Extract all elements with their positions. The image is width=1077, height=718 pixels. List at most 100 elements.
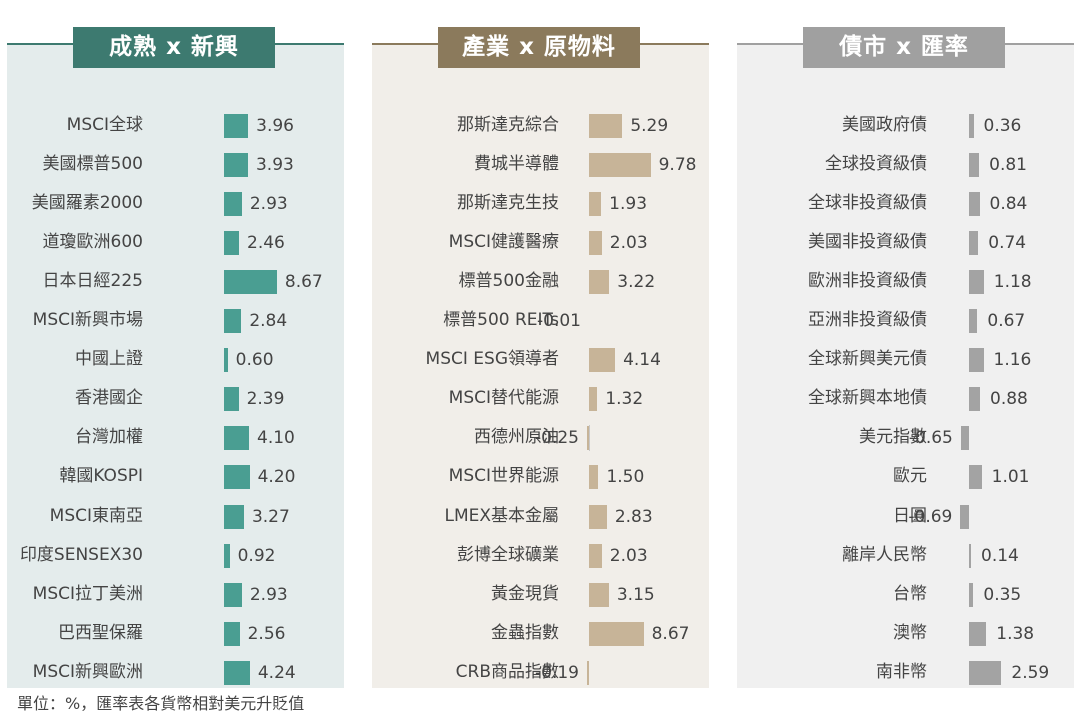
category-label: 全球非投資級債 bbox=[808, 193, 927, 214]
value-label: 0.36 bbox=[983, 116, 1022, 136]
bar bbox=[969, 348, 984, 373]
bar-row: 全球投資級債 0.81 bbox=[737, 145, 1074, 184]
value-label: 0.92 bbox=[237, 545, 276, 566]
bar bbox=[589, 465, 599, 490]
category-label: MSCI新興歐洲 bbox=[32, 661, 143, 682]
bar-row: LMEX基本金屬 2.83 bbox=[372, 497, 709, 536]
bar bbox=[969, 543, 971, 568]
bar bbox=[589, 153, 651, 178]
panel-background bbox=[372, 45, 709, 688]
value-label: 2.03 bbox=[609, 233, 648, 254]
value-label: 1.18 bbox=[993, 272, 1032, 293]
category-label: 亞洲非投資級債 bbox=[808, 310, 927, 331]
panel-title: 成熟 x 新興 bbox=[73, 27, 275, 68]
category-label: 全球新興美元債 bbox=[808, 349, 927, 370]
bar-row: 澳幣 1.38 bbox=[737, 614, 1074, 653]
panel-background bbox=[7, 45, 344, 688]
category-label: 金蟲指數 bbox=[491, 622, 559, 643]
bar bbox=[969, 660, 1002, 685]
value-label: 3.93 bbox=[255, 155, 294, 176]
bar bbox=[969, 153, 980, 178]
bar bbox=[224, 348, 228, 373]
value-label: 0.84 bbox=[989, 194, 1028, 215]
bar-row: 費城半導體 9.78 bbox=[372, 145, 709, 184]
bar-row: 巴西聖保羅 2.56 bbox=[7, 614, 344, 653]
value-label: 1.93 bbox=[609, 194, 648, 215]
value-label: 2.84 bbox=[249, 311, 288, 332]
category-label: 費城半導體 bbox=[474, 154, 559, 175]
bar bbox=[224, 270, 277, 295]
bar-row: MSCI新興市場 2.84 bbox=[7, 301, 344, 340]
category-label: 彭博全球礦業 bbox=[457, 544, 559, 565]
bar-row: CRB商品指數 -0.19 bbox=[372, 653, 709, 692]
value-label: 2.93 bbox=[249, 194, 288, 215]
category-label: 澳幣 bbox=[893, 622, 927, 643]
bar-row: 西德州原油 -0.25 bbox=[372, 418, 709, 457]
value-label: 0.67 bbox=[987, 311, 1026, 332]
bar bbox=[969, 387, 980, 412]
value-label: 3.27 bbox=[251, 506, 290, 527]
value-label: 1.16 bbox=[993, 350, 1032, 371]
bar-row: MSCI健護醫療 2.03 bbox=[372, 223, 709, 262]
value-label: 1.38 bbox=[996, 623, 1035, 644]
bar bbox=[224, 426, 249, 451]
category-label: MSCI拉丁美洲 bbox=[32, 583, 143, 604]
panel-bond-fx: 債市 x 匯率 美國政府債 0.36 全球投資級債 0.81 全球非投資級債 0.84 美國… bbox=[737, 27, 1074, 688]
bar bbox=[224, 465, 250, 490]
value-label: -0.69 bbox=[908, 506, 953, 527]
bar bbox=[224, 543, 230, 568]
value-label: 2.83 bbox=[614, 506, 653, 527]
bar-row: 韓國KOSPI 4.20 bbox=[7, 457, 344, 496]
category-label: LMEX基本金屬 bbox=[444, 505, 559, 526]
bar bbox=[587, 660, 589, 685]
bar-row: 美國標普500 3.93 bbox=[7, 145, 344, 184]
category-label: 離岸人民幣 bbox=[842, 544, 927, 565]
value-label: -0.01 bbox=[537, 311, 581, 332]
bar-row: 美國非投資級債 0.74 bbox=[737, 223, 1074, 262]
value-label: 4.14 bbox=[623, 350, 661, 371]
category-label: MSCI東南亞 bbox=[49, 505, 143, 526]
bar-row: MSCI東南亞 3.27 bbox=[7, 497, 344, 536]
bar-row: 標普500金融 3.22 bbox=[372, 262, 709, 301]
value-label: 2.93 bbox=[249, 584, 288, 605]
value-label: 0.35 bbox=[983, 584, 1022, 605]
category-label: MSCI ESG領導者 bbox=[425, 349, 559, 370]
category-label: CRB商品指數 bbox=[455, 661, 559, 682]
value-label: 9.78 bbox=[658, 155, 697, 176]
bar-row: 道瓊歐洲600 2.46 bbox=[7, 223, 344, 262]
bar-row: 全球新興美元債 1.16 bbox=[737, 340, 1074, 379]
bar-row: 金蟲指數 8.67 bbox=[372, 614, 709, 653]
bar bbox=[224, 114, 249, 138]
value-label: 4.24 bbox=[257, 662, 296, 683]
bar bbox=[589, 543, 602, 568]
category-label: 道瓊歐洲600 bbox=[42, 232, 143, 253]
bar-row: 香港國企 2.39 bbox=[7, 379, 344, 418]
category-label: MSCI全球 bbox=[66, 115, 143, 135]
category-label: 美國羅素2000 bbox=[31, 193, 143, 214]
bar bbox=[969, 114, 974, 138]
bar-row: 全球新興本地債 0.88 bbox=[737, 379, 1074, 418]
bar bbox=[969, 309, 978, 334]
bar-row: MSCI ESG領導者 4.14 bbox=[372, 340, 709, 379]
bar-row: 南非幣 2.59 bbox=[737, 653, 1074, 692]
category-label: MSCI世界能源 bbox=[448, 466, 559, 487]
bar bbox=[587, 426, 589, 451]
value-label: 4.10 bbox=[257, 428, 295, 449]
bar bbox=[224, 153, 248, 178]
bar bbox=[224, 309, 242, 334]
category-label: 那斯達克生技 bbox=[457, 193, 559, 214]
category-label: 中國上證 bbox=[75, 349, 143, 370]
value-label: 0.74 bbox=[988, 233, 1027, 254]
bar bbox=[960, 426, 969, 451]
bar bbox=[969, 621, 987, 646]
bar bbox=[589, 114, 623, 138]
bar bbox=[224, 582, 242, 607]
bar-row: 標普500 REITs -0.01 bbox=[372, 301, 709, 340]
category-label: 美國非投資級債 bbox=[808, 232, 927, 253]
bar-row: 亞洲非投資級債 0.67 bbox=[737, 301, 1074, 340]
bar-row: 全球非投資級債 0.84 bbox=[737, 184, 1074, 223]
footnote: 單位：%，匯率表各貨幣相對美元升貶值 bbox=[17, 694, 305, 713]
zero-axis-tick bbox=[589, 425, 590, 452]
category-label: 歐元 bbox=[893, 466, 927, 487]
category-label: 西德州原油 bbox=[474, 427, 559, 448]
